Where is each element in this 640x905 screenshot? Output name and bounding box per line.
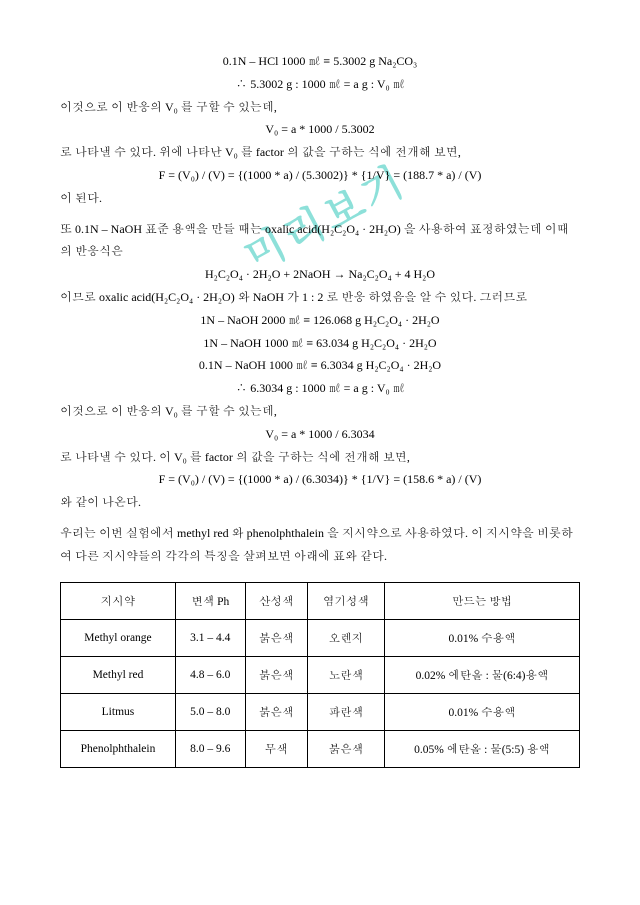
table-header-row: 지시약 변색 Ph 산성색 염기성색 만드는 방법 — [61, 582, 580, 619]
equation-1: 0.1N – HCl 1000 ㎖ ≡ 5.3002 g Na₂CO₃ — [60, 50, 580, 73]
document-content: 0.1N – HCl 1000 ㎖ ≡ 5.3002 g Na₂CO₃ ∴ 5.… — [60, 50, 580, 768]
header-acid-color: 산성색 — [245, 582, 307, 619]
header-base-color: 염기성색 — [307, 582, 384, 619]
cell: 0.01% 수용액 — [385, 693, 580, 730]
text-line-7: 와 같이 나온다. — [60, 491, 580, 514]
cell: 0.02% 에탄올 : 물(6:4)용액 — [385, 656, 580, 693]
cell: 3.1 – 4.4 — [175, 619, 245, 656]
paragraph-2: 또 0.1N – NaOH 표준 용액을 만들 때는 oxalic acid(H… — [60, 218, 580, 264]
cell: 붉은색 — [245, 656, 307, 693]
cell: 8.0 – 9.6 — [175, 730, 245, 767]
cell: 무색 — [245, 730, 307, 767]
cell: 파란색 — [307, 693, 384, 730]
header-indicator: 지시약 — [61, 582, 176, 619]
text-line-1: 이것으로 이 반응의 V₀ 를 구할 수 있는데, — [60, 96, 580, 119]
equation-4: F = (V₀) / (V) = {(1000 * a) / (5.3002)}… — [60, 164, 580, 187]
paragraph-3: 우리는 이번 실험에서 methyl red 와 phenolphthalein… — [60, 522, 580, 568]
cell: Phenolphthalein — [61, 730, 176, 767]
equation-6: 1N – NaOH 2000 ㎖ ≡ 126.068 g H₂C₂O₄ · 2H… — [60, 309, 580, 332]
cell: 붉은색 — [245, 619, 307, 656]
cell: 5.0 – 8.0 — [175, 693, 245, 730]
table-row: Methyl red 4.8 – 6.0 붉은색 노란색 0.02% 에탄올 :… — [61, 656, 580, 693]
cell: 오렌지 — [307, 619, 384, 656]
cell: 붉은색 — [245, 693, 307, 730]
table-row: Phenolphthalein 8.0 – 9.6 무색 붉은색 0.05% 에… — [61, 730, 580, 767]
text-line-2: 로 나타낼 수 있다. 위에 나타난 V₀ 를 factor 의 값을 구하는 … — [60, 141, 580, 164]
equation-11: F = (V₀) / (V) = {(1000 * a) / (6.3034)}… — [60, 468, 580, 491]
header-method: 만드는 방법 — [385, 582, 580, 619]
table-row: Litmus 5.0 – 8.0 붉은색 파란색 0.01% 수용액 — [61, 693, 580, 730]
cell: Litmus — [61, 693, 176, 730]
cell: Methyl red — [61, 656, 176, 693]
cell: 0.05% 에탄올 : 물(5:5) 용액 — [385, 730, 580, 767]
text-line-3: 이 된다. — [60, 187, 580, 210]
cell: Methyl orange — [61, 619, 176, 656]
cell: 0.01% 수용액 — [385, 619, 580, 656]
text-line-6: 로 나타낼 수 있다. 이 V₀ 를 factor 의 값을 구하는 식에 전개… — [60, 446, 580, 469]
cell: 붉은색 — [307, 730, 384, 767]
equation-10: V₀ = a * 1000 / 6.3034 — [60, 423, 580, 446]
text-line-4: 이므로 oxalic acid(H₂C₂O₄ · 2H₂O) 와 NaOH 가 … — [60, 286, 580, 309]
equation-3: V₀ = a * 1000 / 5.3002 — [60, 118, 580, 141]
cell: 노란색 — [307, 656, 384, 693]
equation-8: 0.1N – NaOH 1000 ㎖ ≡ 6.3034 g H₂C₂O₄ · 2… — [60, 354, 580, 377]
header-ph: 변색 Ph — [175, 582, 245, 619]
equation-5: H₂C₂O₄ · 2H₂O + 2NaOH → Na₂C₂O₄ + 4 H₂O — [60, 263, 580, 286]
table-row: Methyl orange 3.1 – 4.4 붉은색 오렌지 0.01% 수용… — [61, 619, 580, 656]
equation-2: ∴ 5.3002 g : 1000 ㎖ = a g : V₀ ㎖ — [60, 73, 580, 96]
equation-7: 1N – NaOH 1000 ㎖ ≡ 63.034 g H₂C₂O₄ · 2H₂… — [60, 332, 580, 355]
equation-9: ∴ 6.3034 g : 1000 ㎖ = a g : V₀ ㎖ — [60, 377, 580, 400]
text-line-5: 이것으로 이 반응의 V₀ 를 구할 수 있는데, — [60, 400, 580, 423]
cell: 4.8 – 6.0 — [175, 656, 245, 693]
indicator-table: 지시약 변색 Ph 산성색 염기성색 만드는 방법 Methyl orange … — [60, 582, 580, 768]
